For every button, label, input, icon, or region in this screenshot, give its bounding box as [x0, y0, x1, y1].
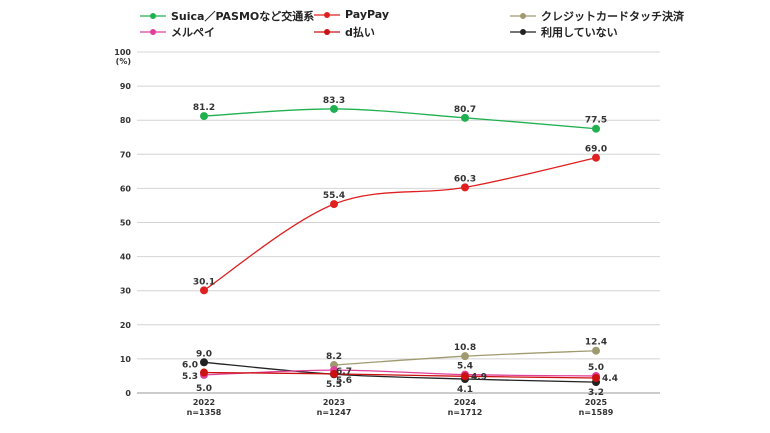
y-tick-label: 90 [120, 82, 132, 91]
y-tick-label: 60 [120, 184, 132, 193]
data-point [461, 183, 469, 192]
data-label: 9.0 [196, 349, 212, 359]
data-point [461, 113, 469, 122]
legend-item: Suica／PASMOなど交通系 [140, 8, 314, 24]
legend-marker-icon [510, 29, 536, 35]
data-point [200, 358, 208, 367]
legend-marker-icon [314, 29, 340, 35]
data-point [330, 200, 338, 209]
legend-item: 利用していない [510, 24, 618, 40]
legend-item: クレジットカードタッチ決済 [510, 8, 684, 24]
legend-item: メルペイ [140, 24, 215, 40]
series-line [203, 371, 597, 379]
data-label: 10.8 [454, 343, 476, 353]
data-point [592, 346, 600, 355]
series-line [203, 361, 597, 383]
data-label: 5.0 [196, 384, 212, 394]
y-tick-label: 0 [125, 389, 131, 398]
data-point [200, 368, 208, 377]
x-sample-size-label: n=1358 [187, 408, 222, 417]
x-tick-label: 2024 [454, 398, 477, 407]
x-sample-size-label: n=1247 [317, 408, 352, 417]
data-label: 5.4 [457, 362, 473, 372]
data-label: 80.7 [454, 105, 476, 115]
y-tick-label: 30 [120, 287, 132, 296]
legend-marker-icon [314, 11, 340, 18]
data-label: 6.7 [336, 367, 352, 377]
data-point [200, 286, 208, 295]
legend-marker-icon [510, 13, 536, 19]
legend-label: Suica／PASMOなど交通系 [171, 10, 315, 23]
legend-marker-icon [140, 29, 166, 35]
data-point [592, 373, 600, 382]
y-tick-label: 80 [120, 116, 132, 125]
legend-marker-icon [140, 13, 166, 19]
legend-label: d払い [345, 26, 375, 39]
data-label: 5.6 [336, 376, 352, 386]
data-point [592, 124, 600, 133]
data-point [461, 372, 469, 381]
data-label: 77.5 [585, 116, 607, 126]
data-label: 3.2 [588, 388, 604, 398]
data-label: 60.3 [454, 174, 476, 184]
legend-label: クレジットカードタッチ決済 [541, 10, 684, 23]
legend-item: PayPay [314, 8, 389, 21]
y-tick-label: 10 [120, 355, 132, 364]
data-label: 5.5 [326, 380, 342, 390]
data-label: 69.0 [585, 145, 607, 155]
data-point [330, 104, 338, 113]
legend-label: 利用していない [541, 26, 618, 39]
y-tick-label: 50 [120, 219, 132, 228]
x-tick-label: 2025 [585, 398, 608, 407]
x-tick-label: 2023 [323, 398, 345, 407]
data-label: 55.4 [323, 191, 345, 201]
y-tick-label: 100 [114, 48, 131, 57]
legend: Suica／PASMOなど交通系 PayPay クレジットカードタッチ決済メルペイ d… [0, 0, 770, 40]
data-label: 4.9 [471, 372, 487, 382]
data-point [461, 352, 469, 361]
data-label: 12.4 [585, 338, 607, 348]
data-point [200, 112, 208, 121]
data-label: 83.3 [323, 96, 345, 106]
series-line [203, 108, 597, 130]
data-point [592, 153, 600, 162]
y-tick-label: 40 [120, 253, 132, 262]
data-point [330, 369, 338, 378]
series-line [203, 157, 597, 291]
data-label: 4.4 [602, 374, 618, 384]
y-unit-label: (%) [116, 57, 131, 66]
x-tick-label: 2022 [193, 398, 215, 407]
data-label: 30.1 [193, 277, 215, 287]
x-sample-size-label: n=1712 [448, 408, 483, 417]
data-label: 6.0 [182, 361, 198, 371]
data-label: 8.2 [326, 352, 342, 362]
data-label: 81.2 [193, 103, 215, 113]
data-label: 5.3 [182, 372, 198, 382]
legend-item: d払い [314, 24, 375, 40]
y-tick-label: 20 [120, 321, 132, 330]
legend-label: メルペイ [171, 26, 215, 39]
data-label: 5.0 [588, 363, 604, 373]
legend-label: PayPay [345, 8, 390, 21]
y-tick-label: 70 [120, 150, 132, 159]
data-label: 4.1 [457, 385, 473, 395]
series-line [203, 369, 597, 377]
x-sample-size-label: n=1589 [579, 408, 614, 417]
